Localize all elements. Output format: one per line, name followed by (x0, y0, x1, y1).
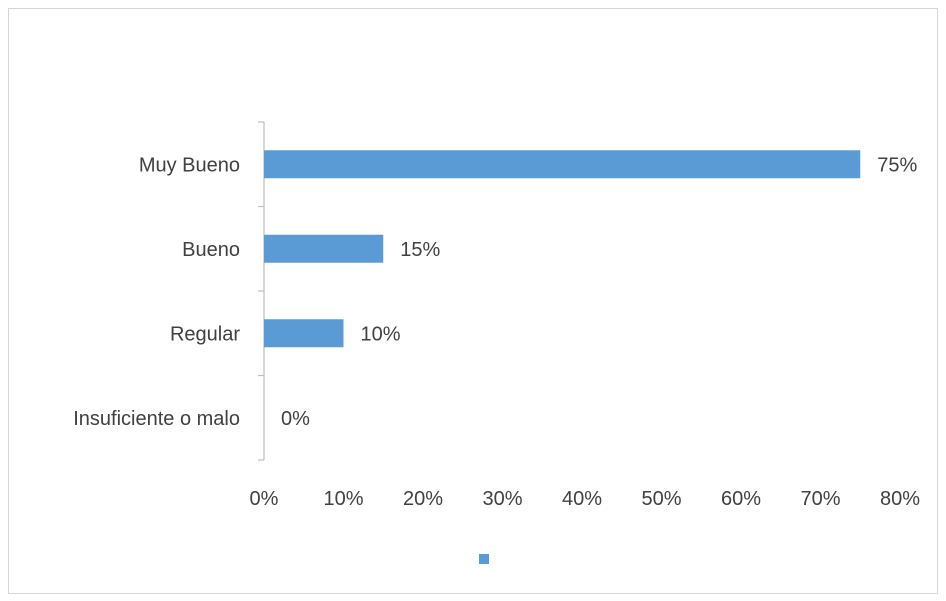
x-tick-label: 70% (800, 488, 840, 510)
bar (264, 234, 384, 263)
category-axis (258, 121, 265, 461)
category-label: Insuficiente o malo (73, 408, 240, 430)
x-tick-label: 80% (880, 488, 920, 510)
category-label: Bueno (182, 239, 240, 261)
category-labels: Muy Bueno Bueno Regular Insuficiente o malo (73, 154, 240, 430)
data-label: 15% (400, 239, 440, 261)
x-tick-label: 60% (721, 488, 761, 510)
x-tick-label: 30% (482, 488, 522, 510)
chart-frame (8, 8, 938, 594)
bar (264, 150, 861, 179)
x-tick-label: 40% (562, 488, 602, 510)
x-tick-label: 10% (323, 488, 363, 510)
x-tick-label: 50% (641, 488, 681, 510)
data-labels: 75% 15% 10% 0% (281, 154, 917, 430)
x-tick-label: 0% (250, 488, 279, 510)
data-label: 75% (877, 154, 917, 176)
bars (264, 150, 861, 348)
legend (479, 554, 489, 564)
legend-marker (479, 554, 489, 564)
category-label: Muy Bueno (139, 154, 240, 176)
x-tick-label: 20% (403, 488, 443, 510)
x-axis-tick-labels: 0% 10% 20% 30% 40% 50% 60% 70% 80% (250, 488, 921, 510)
data-label: 10% (361, 323, 401, 345)
category-label: Regular (170, 323, 240, 345)
data-label: 0% (281, 408, 310, 430)
bar (264, 319, 344, 348)
